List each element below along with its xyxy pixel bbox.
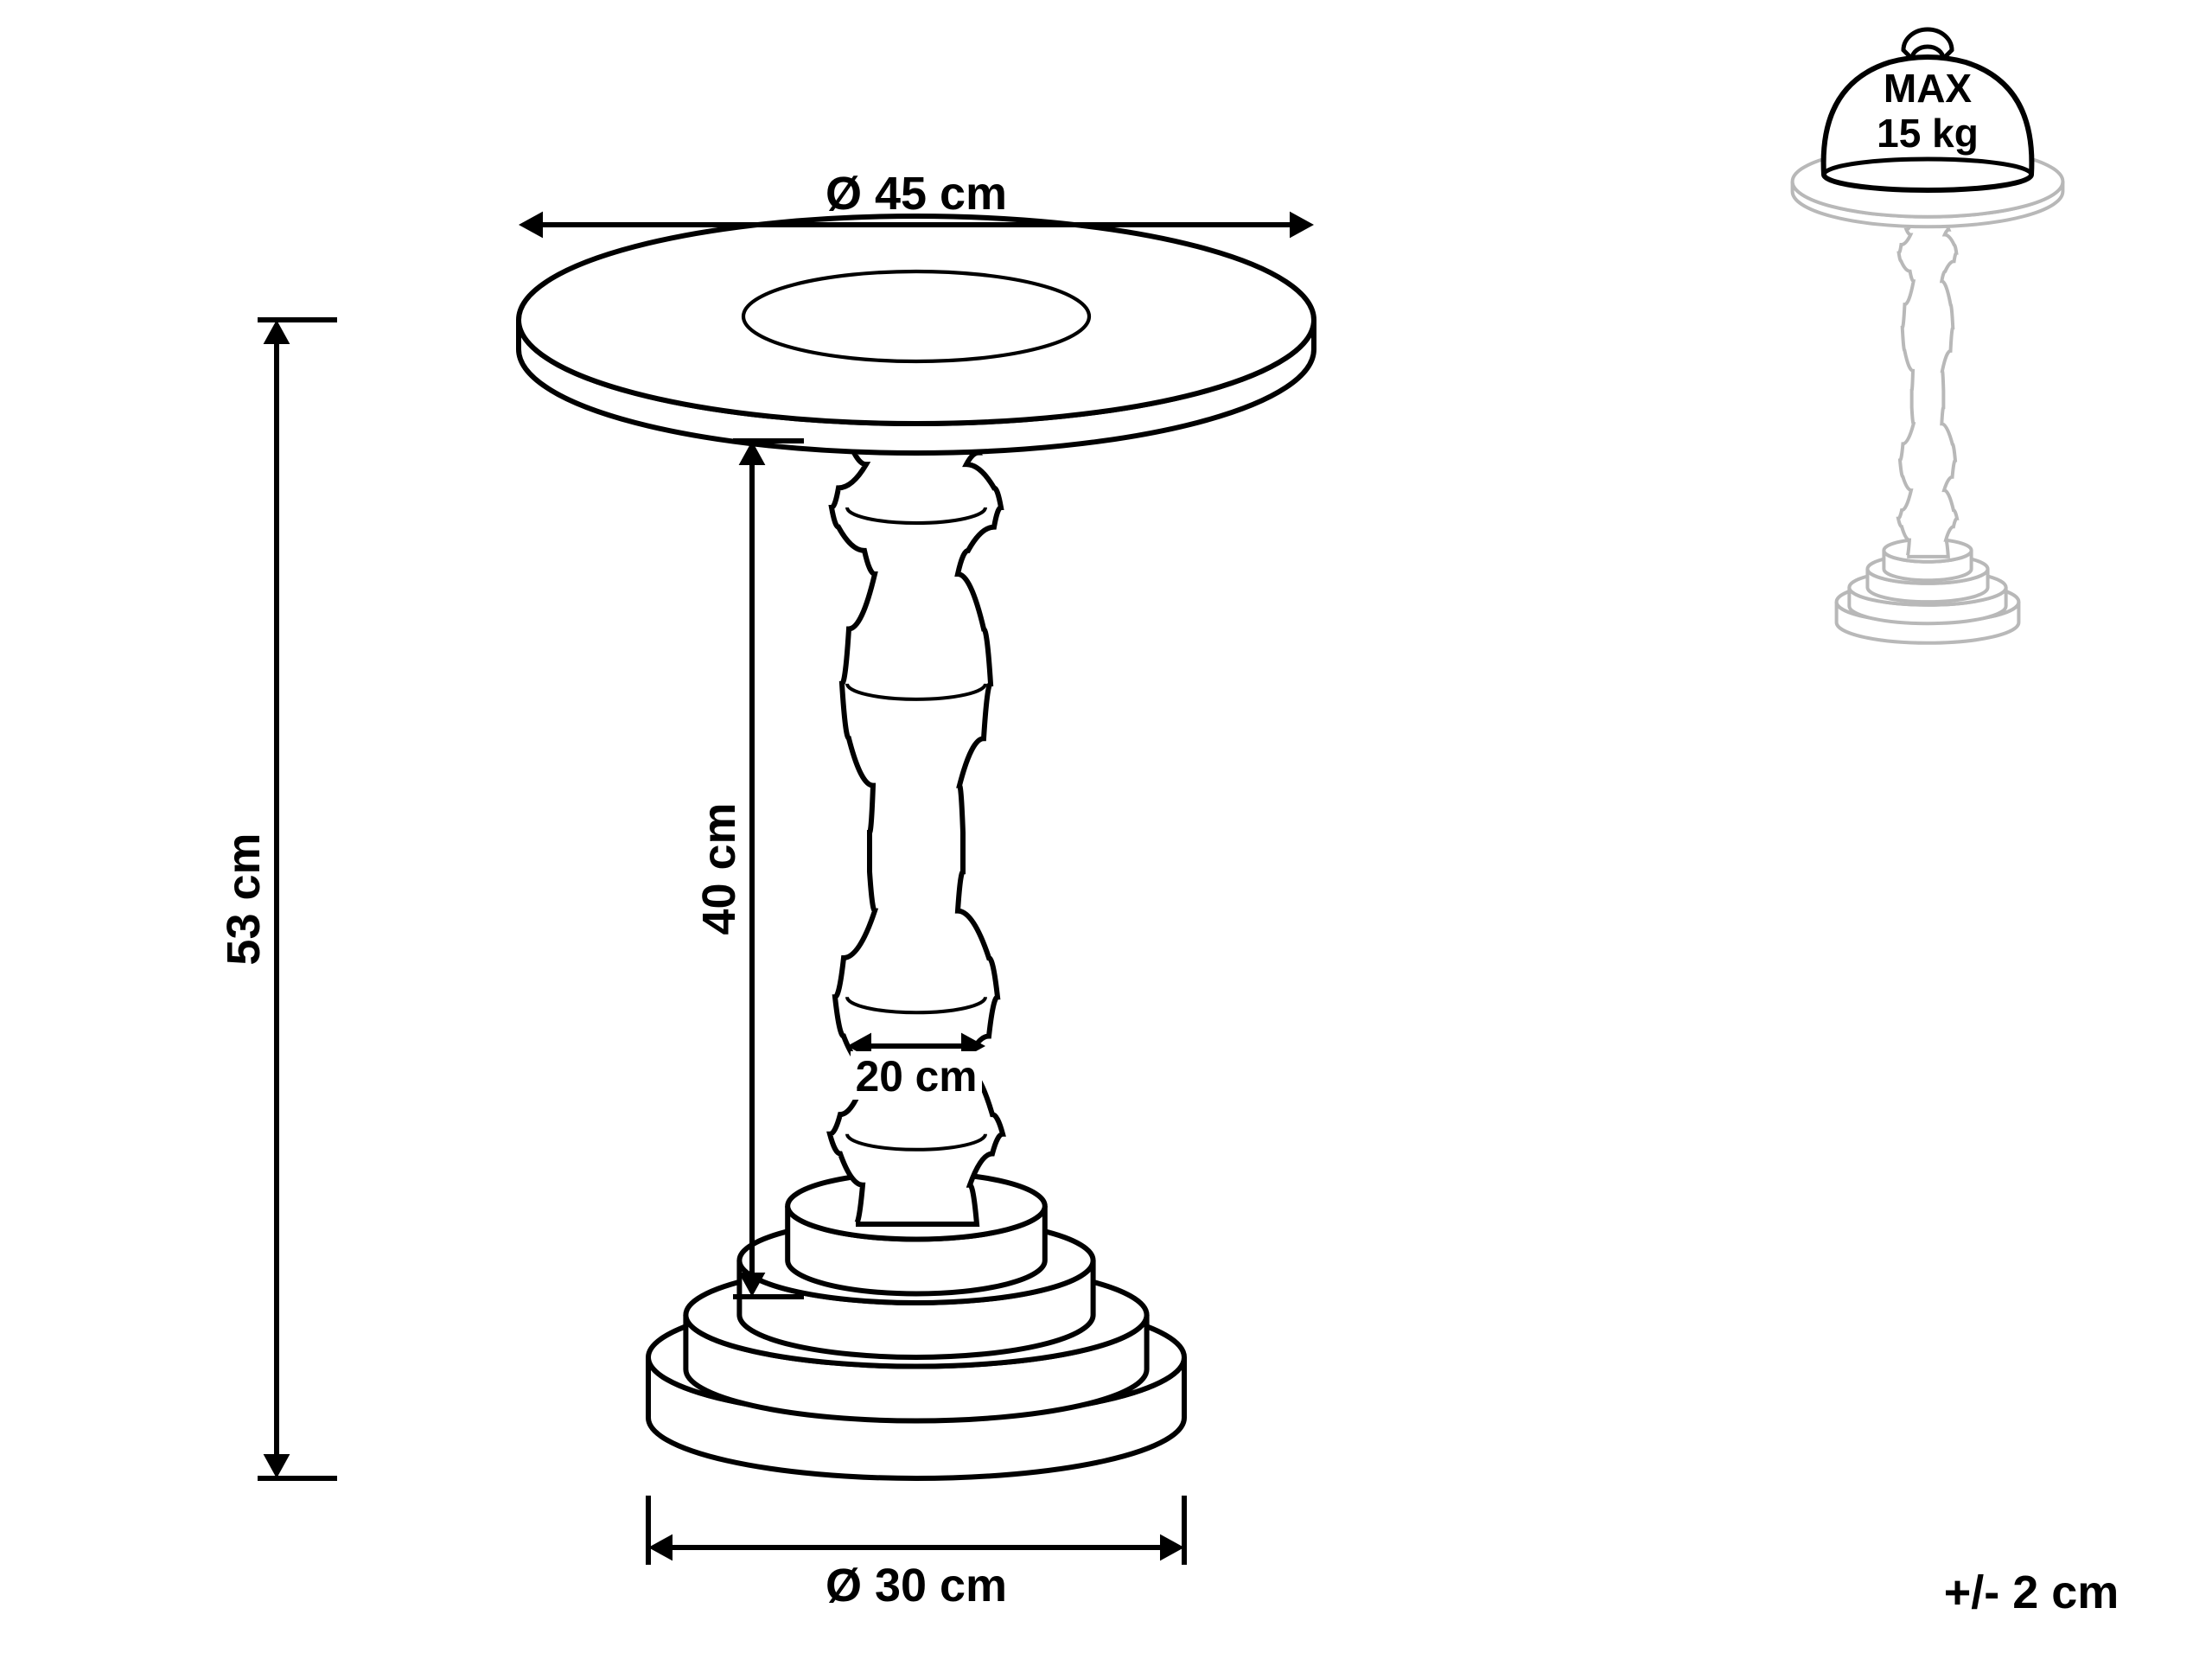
diagram-stage: Ø 45 cm 53 cm 40 cm 20 cm Ø 30 cm +/- 2 cm MAX… (0, 0, 2212, 1659)
max-label-line1: MAX (1884, 66, 1973, 111)
dim-total-height: 53 cm (218, 833, 270, 965)
inset-drawing (1793, 146, 2063, 643)
table-top (519, 216, 1314, 453)
dim-bulb-width: 20 cm (856, 1052, 978, 1101)
dim-base-diameter: Ø 30 cm (826, 1560, 1007, 1611)
dim-pedestal-height: 40 cm (693, 802, 745, 935)
pedestal (830, 441, 1003, 1224)
max-label-line2: 15 kg (1877, 111, 1979, 156)
dim-top-diameter: Ø 45 cm (826, 168, 1007, 220)
tolerance-label: +/- 2 cm (1944, 1566, 2120, 1618)
diagram-svg: Ø 45 cm 53 cm 40 cm 20 cm Ø 30 cm +/- 2 cm MAX… (0, 0, 2212, 1659)
